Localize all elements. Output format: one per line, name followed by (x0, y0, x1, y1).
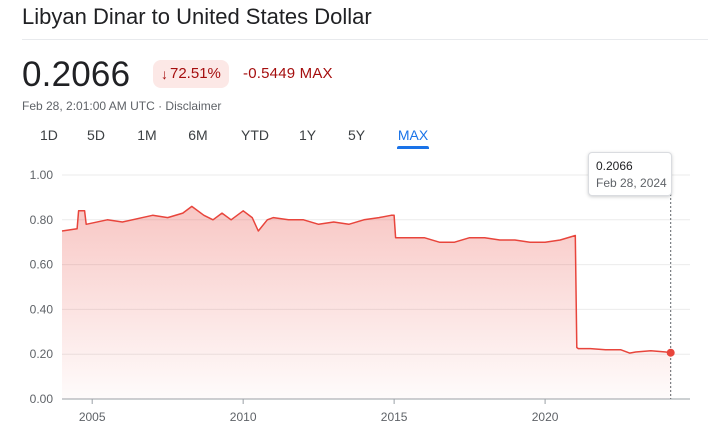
page-title: Libyan Dinar to United States Dollar (22, 4, 372, 29)
price-chart[interactable]: 0.00 0.20 0.40 0.60 0.80 1.00 2005 2010 2015 2020 (0, 150, 708, 433)
tab-ytd[interactable]: YTD (241, 127, 269, 143)
y-tick-label: 1.00 (30, 168, 54, 182)
quote-meta: Feb 28, 2:01:00 AM UTC · Disclaimer (22, 99, 221, 113)
tooltip-date: Feb 28, 2024 (596, 176, 667, 190)
y-tick-label: 0.60 (30, 258, 54, 272)
tab-1m[interactable]: 1M (137, 127, 157, 143)
arrow-down-icon: ↓ (161, 66, 168, 82)
x-tick-label: 2010 (230, 410, 257, 424)
tab-5d[interactable]: 5D (87, 127, 105, 143)
tab-1d[interactable]: 1D (40, 127, 58, 143)
y-tick-label: 0.20 (30, 347, 54, 361)
change-percent: 72.51% (170, 65, 221, 82)
y-tick-label: 0.40 (30, 302, 54, 316)
y-tick-label: 0.00 (30, 392, 54, 406)
header-divider (22, 39, 708, 40)
y-tick-label: 0.80 (30, 213, 54, 227)
last-point-marker (666, 348, 675, 357)
series-line (61, 205, 671, 354)
meta-separator: · (154, 99, 166, 113)
series-area (62, 206, 671, 399)
disclaimer-link[interactable]: Disclaimer (165, 99, 222, 113)
hover-tooltip: 0.2066 Feb 28, 2024 (588, 152, 672, 196)
tab-5y[interactable]: 5Y (348, 127, 366, 143)
tab-max[interactable]: MAX (397, 127, 429, 149)
x-tick-label: 2015 (381, 410, 408, 424)
x-tick-label: 2005 (79, 410, 106, 424)
tab-1y[interactable]: 1Y (299, 127, 317, 143)
tab-6m[interactable]: 6M (188, 127, 208, 143)
x-tick-label: 2020 (532, 410, 559, 424)
timestamp: Feb 28, 2:01:00 AM UTC (22, 99, 155, 113)
tooltip-value: 0.2066 (596, 159, 633, 173)
current-price: 0.2066 (22, 55, 131, 94)
change-absolute: -0.5449 MAX (243, 65, 333, 82)
change-percent-badge: ↓ 72.51% (153, 60, 229, 88)
